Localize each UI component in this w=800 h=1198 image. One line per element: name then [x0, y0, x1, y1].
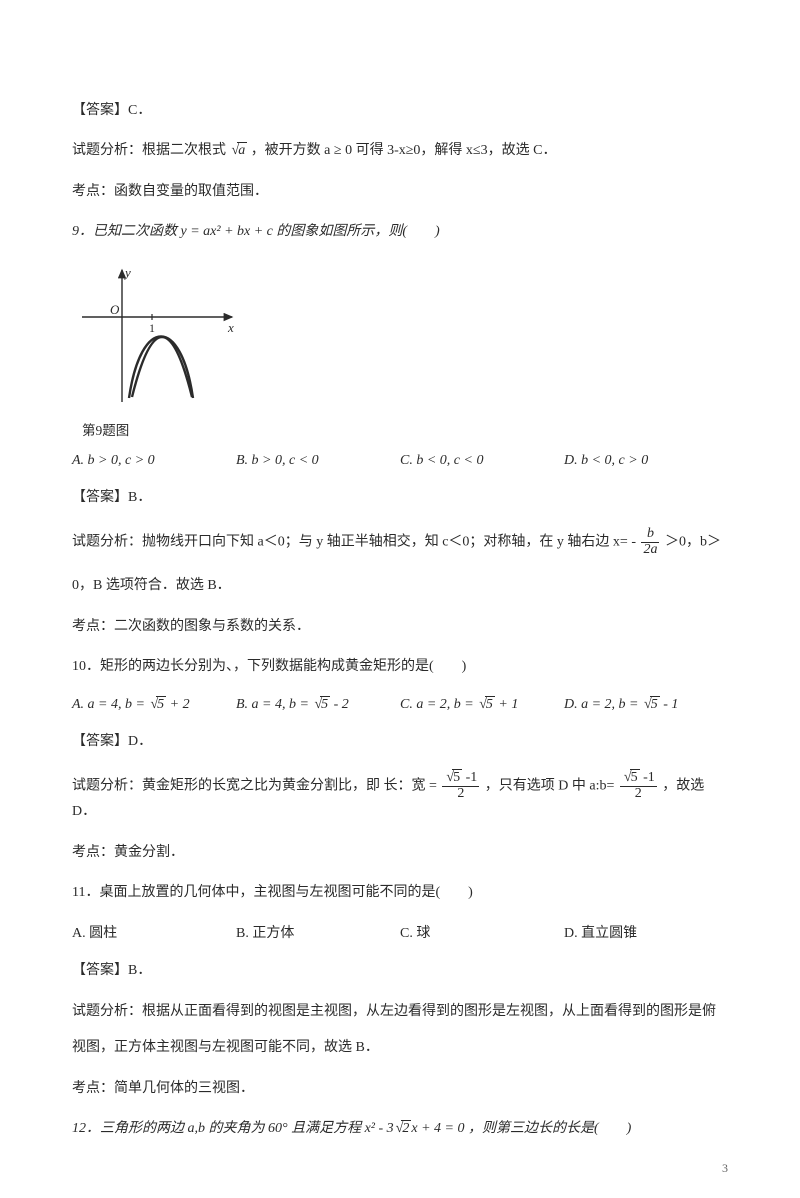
question-9-text: 9．已知二次函数 y = ax² + bx + c 的图象如图所示，则( ): [72, 224, 440, 239]
sqrt-2-icon: 2: [394, 1118, 412, 1140]
origin-label: O: [110, 302, 120, 317]
axis-y-label: y: [123, 265, 131, 280]
analysis-10-a: 试题分析：黄金矩形的长宽之比为黄金分割比，即 长：宽 =: [72, 778, 437, 793]
analysis-9-b: ＞0，b＞: [665, 534, 721, 549]
q10-option-a: A. a = 4, b = 5 + 2: [72, 697, 236, 713]
question-9-stem: 9．已知二次函数 y = ax² + bx + c 的图象如图所示，则( ): [72, 221, 728, 243]
q11-option-b: B. 正方体: [236, 922, 400, 942]
q10-option-d: D. a = 2, b = 5 - 1: [564, 697, 728, 713]
q10-option-b: B. a = 4, b = 5 - 2: [236, 697, 400, 713]
topic-11: 考点：简单几何体的三视图．: [72, 1078, 728, 1100]
question-10-options: A. a = 4, b = 5 + 2 B. a = 4, b = 5 - 2 …: [72, 697, 728, 713]
q9-option-a: A. b > 0, c > 0: [72, 453, 236, 469]
analysis-9-line2: 0，B 选项符合．故选 B．: [72, 575, 728, 597]
answer-8: 【答案】C．: [72, 100, 728, 122]
q9-option-c: C. b < 0, c < 0: [400, 453, 564, 469]
q11-option-c: C. 球: [400, 922, 564, 942]
q12-post: x + 4 = 0 ，则第三边长的长是( ): [411, 1121, 631, 1136]
answer-10: 【答案】D．: [72, 731, 728, 753]
analysis-8-pre: 试题分析：根据二次根式: [72, 143, 226, 158]
page-number: 3: [722, 1161, 728, 1176]
sqrt-a-icon: a: [230, 140, 248, 162]
analysis-8: 试题分析：根据二次根式 a ，被开方数 a ≥ 0 可得 3-x≥0，解得 x≤…: [72, 140, 728, 162]
question-9-options: A. b > 0, c > 0 B. b > 0, c < 0 C. b < 0…: [72, 453, 728, 469]
topic-9: 考点：二次函数的图象与系数的关系．: [72, 616, 728, 638]
question-10-stem: 10．矩形的两边长分别为、，下列数据能构成黄金矩形的是( ): [72, 656, 728, 678]
topic-10: 考点：黄金分割．: [72, 842, 728, 864]
analysis-11-line1: 试题分析：根据从正面看得到的视图是主视图，从左边看得到的图形是左视图，从上面看得…: [72, 1001, 728, 1023]
analysis-11-line2: 视图，正方体主视图与左视图可能不同，故选 B．: [72, 1037, 728, 1059]
analysis-9-line1: 试题分析：抛物线开口向下知 a＜0；与 y 轴正半轴相交，知 c＜0；对称轴，在…: [72, 527, 728, 557]
fraction-b-over-2a: b 2a: [641, 527, 659, 557]
fraction-golden-2: 5 -1 2: [620, 771, 657, 801]
q9-option-d: D. b < 0, c > 0: [564, 453, 728, 469]
q11-option-a: A. 圆柱: [72, 922, 236, 942]
parabola-graph-icon: y x O 1: [72, 262, 242, 412]
analysis-10-b: ，只有选项 D 中 a:b=: [485, 778, 615, 793]
answer-9: 【答案】B．: [72, 487, 728, 509]
question-11-stem: 11．桌面上放置的几何体中，主视图与左视图可能不同的是( ): [72, 882, 728, 904]
axis-x-label: x: [227, 320, 234, 335]
analysis-8-post: ，被开方数 a ≥ 0 可得 3-x≥0，解得 x≤3，故选 C．: [251, 143, 557, 158]
analysis-9-a: 试题分析：抛物线开口向下知 a＜0；与 y 轴正半轴相交，知 c＜0；对称轴，在…: [72, 534, 636, 549]
q10-option-c: C. a = 2, b = 5 + 1: [400, 697, 564, 713]
answer-11: 【答案】B．: [72, 960, 728, 982]
topic-8: 考点：函数自变量的取值范围．: [72, 181, 728, 203]
q12-pre: 12．三角形的两边 a,b 的夹角为 60° 且满足方程 x² - 3: [72, 1121, 394, 1136]
fraction-golden-1: 5 -1 2: [442, 771, 479, 801]
q9-option-b: B. b > 0, c < 0: [236, 453, 400, 469]
figure-9: y x O 1 第9题图: [72, 262, 728, 439]
tick-1-label: 1: [149, 321, 155, 335]
question-11-options: A. 圆柱 B. 正方体 C. 球 D. 直立圆锥: [72, 922, 728, 942]
figure-9-caption: 第9题图: [82, 419, 728, 439]
q11-option-d: D. 直立圆锥: [564, 922, 728, 942]
question-12-stem: 12．三角形的两边 a,b 的夹角为 60° 且满足方程 x² - 32x + …: [72, 1118, 728, 1140]
analysis-10: 试题分析：黄金矩形的长宽之比为黄金分割比，即 长：宽 = 5 -1 2 ，只有选…: [72, 771, 728, 824]
